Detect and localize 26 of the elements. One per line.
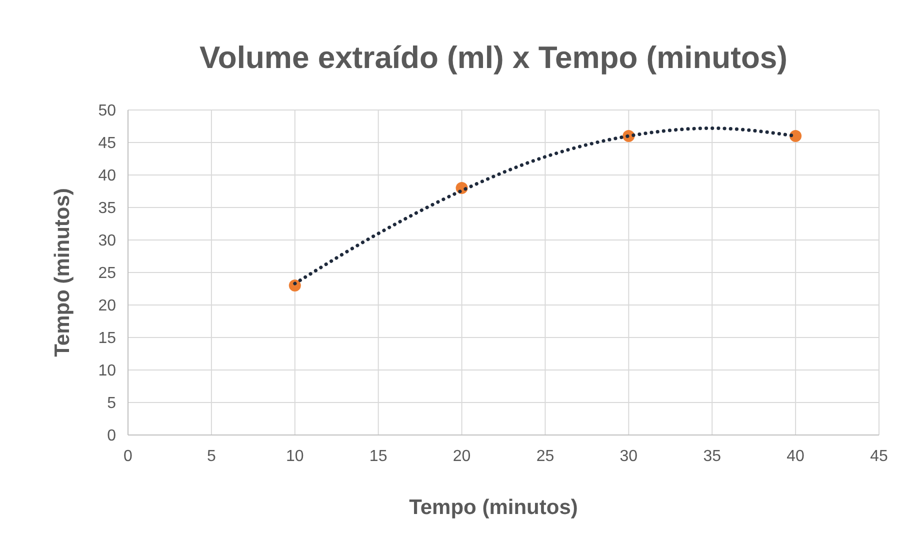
y-tick-label: 40	[98, 168, 116, 185]
x-tick-label: 35	[703, 448, 722, 465]
x-tick-label: 15	[369, 448, 388, 465]
y-tick-label: 15	[98, 330, 116, 348]
x-tick-label: 10	[286, 448, 304, 465]
point	[288, 280, 301, 292]
y-tick-label: 10	[98, 362, 116, 380]
y-tick-label: 45	[98, 135, 116, 152]
y-tick-label: 50	[98, 102, 116, 120]
y-tick-label: 30	[98, 232, 116, 250]
x-axis-title: Tempo (minutos)	[409, 496, 578, 519]
x-tick-label: 45	[870, 448, 888, 465]
y-axis-title: Tempo (minutos)	[51, 188, 74, 357]
x-tick-label: 0	[124, 448, 133, 465]
x-tick-label: 25	[536, 448, 554, 465]
x-tick-label: 5	[206, 448, 216, 465]
y-tick-label: 5	[107, 395, 116, 412]
y-tick-label: 25	[98, 265, 116, 282]
point	[790, 130, 802, 142]
x-tick-label: 20	[452, 448, 471, 465]
x-tick-label: 30	[620, 448, 638, 465]
x-tick-label: 40	[786, 448, 805, 465]
y-tick-label: 0	[107, 428, 116, 445]
y-tick-label: 20	[98, 298, 116, 315]
chart-title: Volume extraído (ml) x Tempo (minutos)	[200, 40, 788, 75]
y-tick-label: 35	[98, 200, 116, 218]
